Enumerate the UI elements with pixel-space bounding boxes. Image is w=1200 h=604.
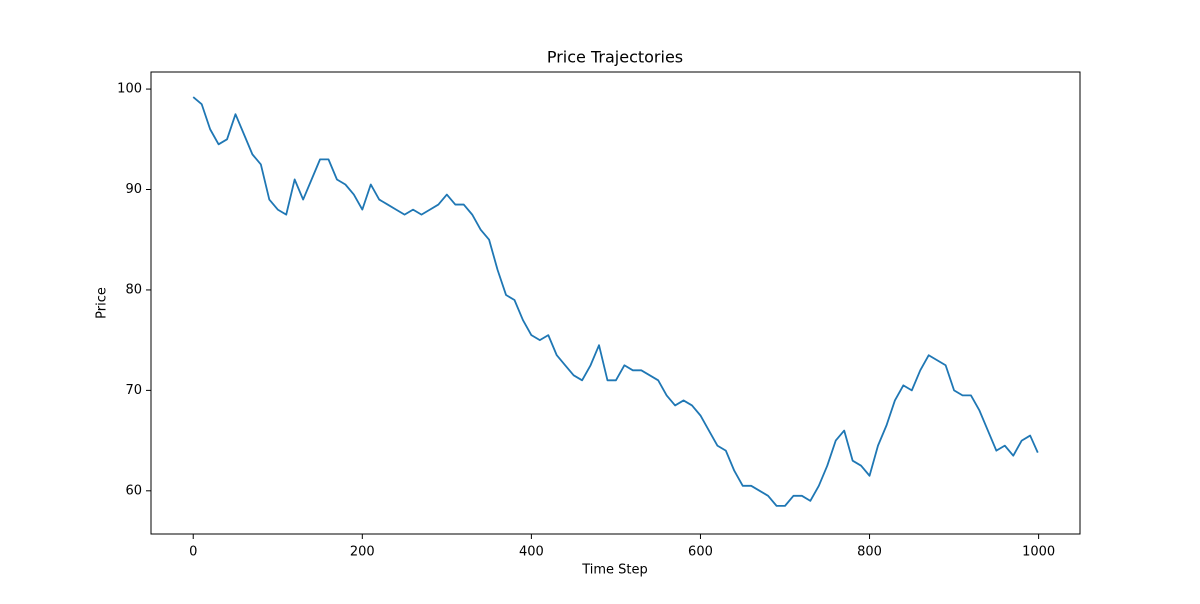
chart-title: Price Trajectories: [547, 48, 683, 67]
y-tick-label: 100: [117, 82, 142, 97]
x-tick-label: 200: [350, 545, 375, 560]
x-tick-label: 0: [189, 545, 197, 560]
plot-frame: [150, 71, 1081, 535]
y-tick-label: 60: [125, 483, 142, 498]
price-line: [192, 96, 1039, 507]
x-axis-label: Time Step: [581, 563, 648, 578]
y-tick-label: 80: [125, 282, 142, 297]
y-axis-label: Price: [95, 287, 110, 319]
y-tick-label: 70: [125, 383, 142, 398]
x-tick-label: 400: [519, 545, 544, 560]
y-tick-label: 90: [125, 182, 142, 197]
x-tick-label: 800: [857, 545, 882, 560]
x-tick-label: 600: [688, 545, 713, 560]
x-tick-label: 1000: [1022, 545, 1055, 560]
